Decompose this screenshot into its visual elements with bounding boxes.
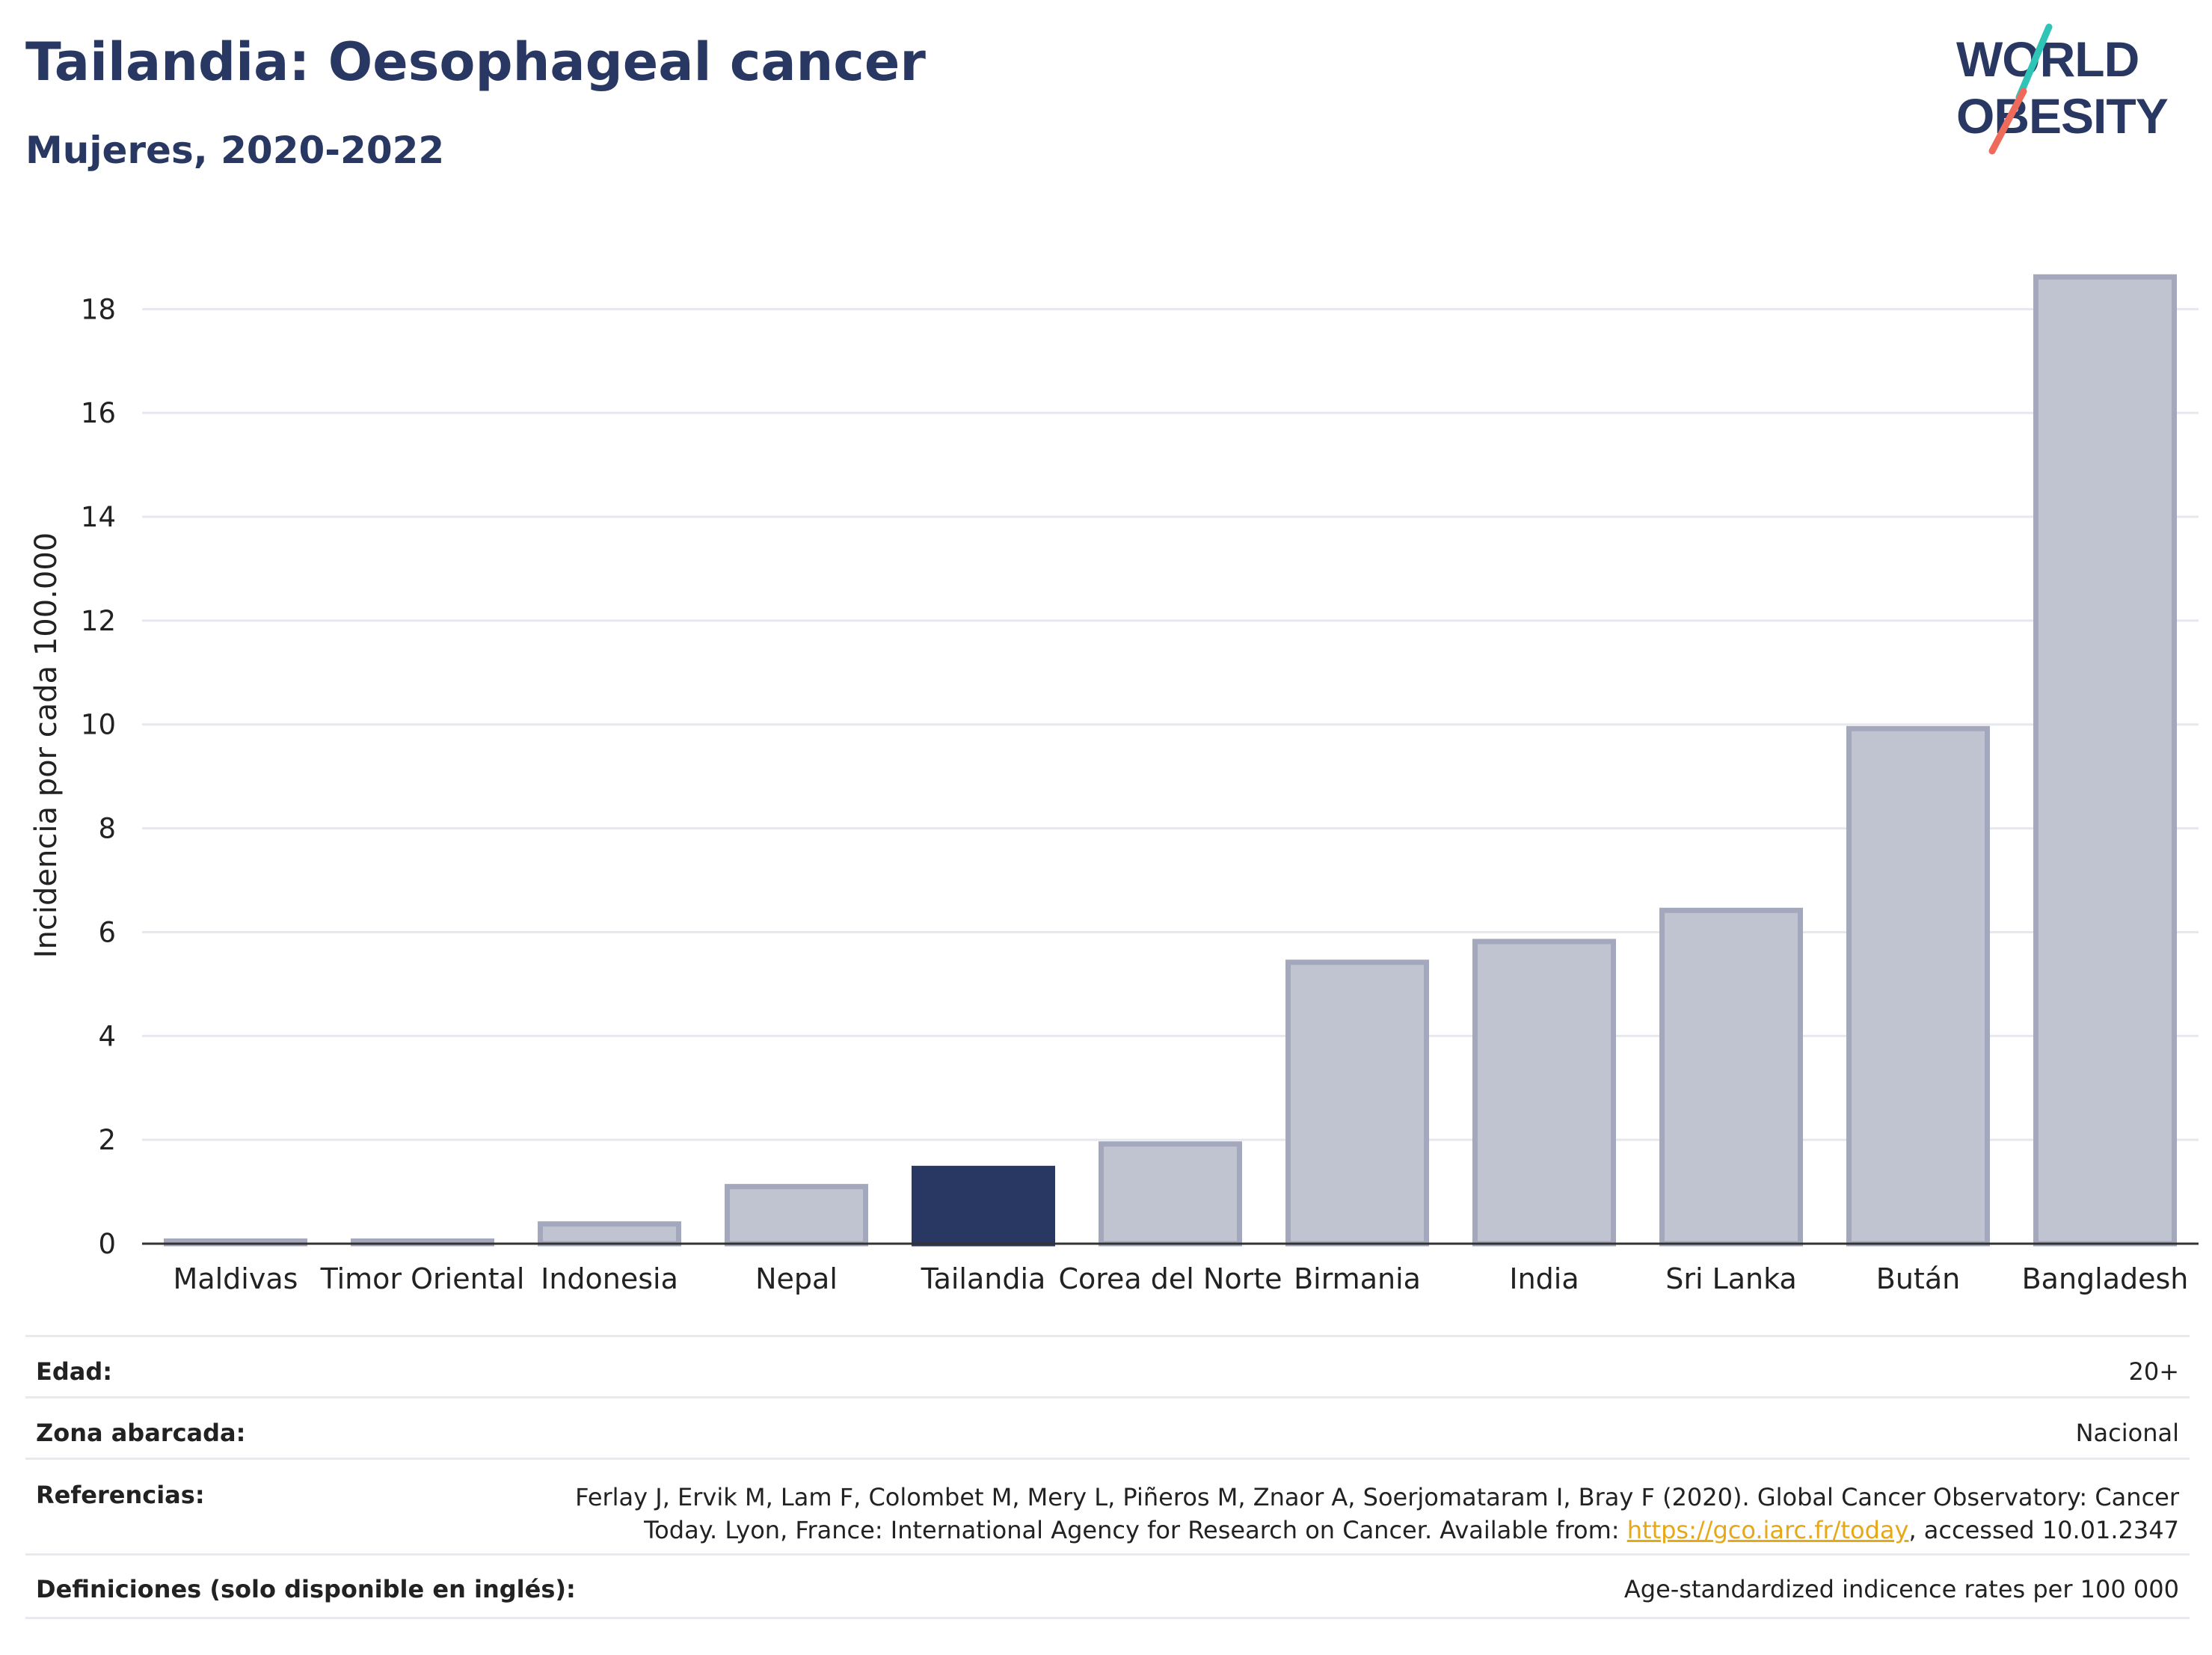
x-tick-label: Bangladesh (2022, 1262, 2189, 1295)
references-line-2-pre: Today. Lyon, France: International Agenc… (644, 1516, 1627, 1544)
bar (1099, 1141, 1242, 1247)
x-tick-label: Tailandia (921, 1262, 1046, 1295)
info-row-zone: Zona abarcada: Nacional (25, 1396, 2190, 1460)
info-value-definitions: Age-standardized indicence rates per 100… (1623, 1575, 2179, 1603)
x-tick-label: Corea del Norte (1058, 1262, 1282, 1295)
y-tick-label: 6 (98, 916, 116, 948)
info-value-zone: Nacional (2075, 1419, 2179, 1447)
bar (1472, 939, 1616, 1247)
x-tick-label: Sri Lanka (1665, 1262, 1797, 1295)
bar (1659, 907, 1803, 1247)
y-tick-label: 16 (81, 397, 116, 429)
x-tick-label: India (1509, 1262, 1579, 1295)
info-row-references: Referencias: Ferlay J, Ervik M, Lam F, C… (25, 1458, 2190, 1556)
bar (2033, 274, 2177, 1247)
x-tick-label: Nepal (755, 1262, 838, 1295)
x-tick-label: Timor Oriental (320, 1262, 525, 1295)
bar-chart: 0 2 4 6 8 10 12 14 16 18 Maldivas Timor Oriental Ind… (29, 274, 2199, 1295)
page-title: Tailandia: Oesophageal cancer (25, 31, 926, 93)
info-row-age: Edad: 20+ (25, 1335, 2190, 1398)
info-label-definitions: Definiciones (solo disponible en inglés)… (36, 1575, 576, 1603)
y-axis-label: Incidencia por cada 100.000 (29, 532, 64, 959)
y-tick-label: 10 (81, 709, 116, 741)
x-tick-label: Maldivas (173, 1262, 298, 1295)
info-row-definitions: Definiciones (solo disponible en inglés)… (25, 1553, 2190, 1619)
info-label-references: Referencias: (36, 1481, 205, 1509)
bar (538, 1221, 681, 1247)
y-tick-label: 18 (81, 293, 116, 325)
bar (1285, 959, 1429, 1247)
x-tick-label: Indonesia (541, 1262, 678, 1295)
bar (912, 1165, 1055, 1247)
x-tick-label: Bután (1876, 1262, 1960, 1295)
info-bottom-rule (25, 1617, 2190, 1619)
y-tick-label: 4 (98, 1020, 116, 1052)
y-tick-label: 0 (98, 1228, 116, 1260)
y-tick-label: 8 (98, 813, 116, 845)
info-value-references: Ferlay J, Ervik M, Lam F, Colombet M, Me… (575, 1481, 2179, 1547)
bar (1846, 725, 1990, 1247)
x-tick-label: Birmania (1294, 1262, 1421, 1295)
svg-text:WORLD: WORLD (1956, 31, 2139, 87)
info-value-age: 20+ (2128, 1357, 2179, 1386)
references-link[interactable]: https://gco.iarc.fr/today (1626, 1516, 1909, 1544)
y-tick-label: 12 (81, 605, 116, 637)
references-line-1: Ferlay J, Ervik M, Lam F, Colombet M, Me… (575, 1483, 2179, 1511)
svg-text:OBESITY: OBESITY (1956, 88, 2168, 144)
info-label-age: Edad: (36, 1357, 113, 1386)
bar (725, 1184, 868, 1247)
page-subtitle: Mujeres, 2020-2022 (25, 129, 445, 172)
y-tick-label: 14 (81, 501, 116, 533)
y-tick-label: 2 (98, 1124, 116, 1156)
references-line-2-post: , accessed 10.01.2347 (1908, 1516, 2179, 1544)
info-label-zone: Zona abarcada: (36, 1419, 246, 1447)
world-obesity-logo: WORLD OBESITY (1956, 23, 2169, 155)
